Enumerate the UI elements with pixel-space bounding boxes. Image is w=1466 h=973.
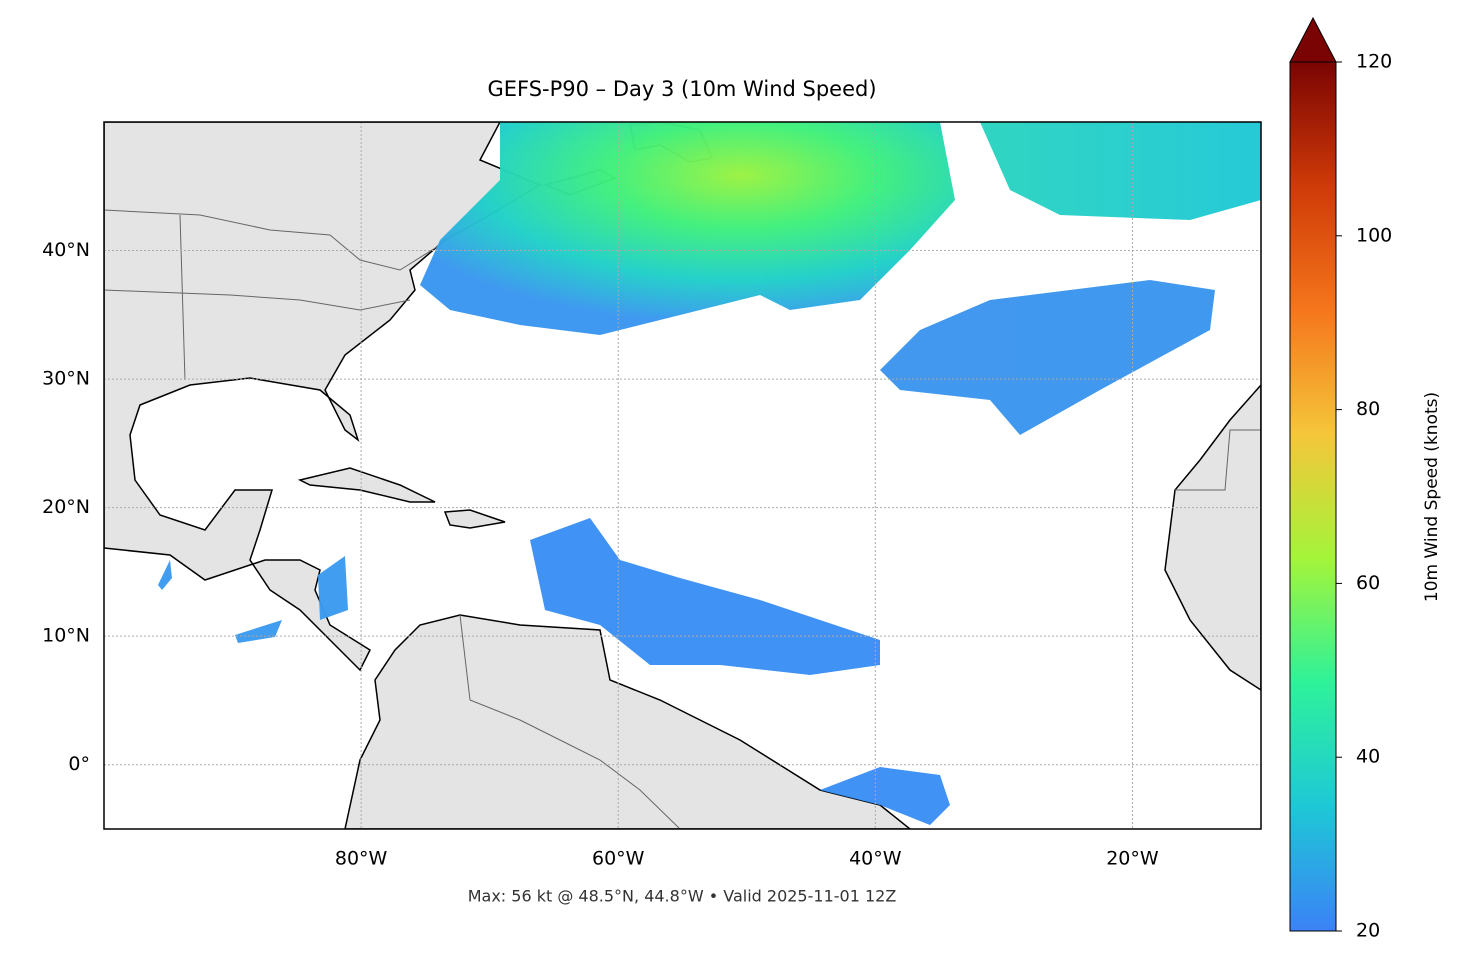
wind-area [880, 280, 1215, 435]
hispaniola [443, 509, 506, 529]
colorbar-tick-label: 80 [1356, 398, 1380, 420]
wind-area [420, 122, 955, 335]
wind-area [980, 122, 1261, 220]
wind-area [820, 767, 950, 825]
y-tick-label: 30°N [42, 368, 90, 390]
colorbar-tick-label: 60 [1356, 572, 1380, 594]
wind-area [235, 620, 282, 643]
colorbar-scale [1289, 61, 1337, 932]
chart-title: GEFS-P90 – Day 3 (10m Wind Speed) [487, 77, 876, 101]
x-tick-label: 80°W [335, 848, 388, 870]
plot-frame [103, 121, 1262, 830]
colorbar-tick-label: 40 [1356, 746, 1380, 768]
africa [1164, 383, 1261, 691]
colorbar-tick-label: 120 [1356, 51, 1392, 73]
north-america [104, 122, 542, 672]
colorbar-extend [1289, 16, 1337, 63]
axes: 80°W 60°W 40°W 20°W 0° 10°N 20°N 30°N 40°N [42, 239, 1159, 869]
state-borders [179, 214, 186, 381]
colorbar-tick-label: 100 [1356, 224, 1392, 246]
y-tick-label: 0° [68, 753, 90, 775]
y-tick-label: 10°N [42, 625, 90, 647]
y-tick-label: 40°N [42, 239, 90, 261]
annotation: Max: 56 kt @ 48.5°N, 44.8°W • Valid 2025… [468, 887, 897, 906]
country-borders [459, 614, 681, 829]
cuba [297, 467, 436, 503]
colorbar-tick-label: 20 [1356, 920, 1380, 942]
wind-area [318, 556, 348, 620]
x-tick-label: 60°W [592, 848, 645, 870]
y-tick-label: 20°N [42, 496, 90, 518]
x-tick-label: 40°W [849, 848, 902, 870]
map [104, 122, 1261, 829]
state-borders [104, 289, 411, 311]
grid [104, 122, 1261, 829]
x-tick-label: 20°W [1106, 848, 1159, 870]
country-borders [1175, 429, 1261, 491]
wind-area [158, 560, 172, 590]
colorbar: 20 40 60 80 100 120 [1289, 16, 1392, 942]
state-borders [104, 209, 441, 271]
colorbar-label: 10m Wind Speed (knots) [1422, 392, 1442, 602]
